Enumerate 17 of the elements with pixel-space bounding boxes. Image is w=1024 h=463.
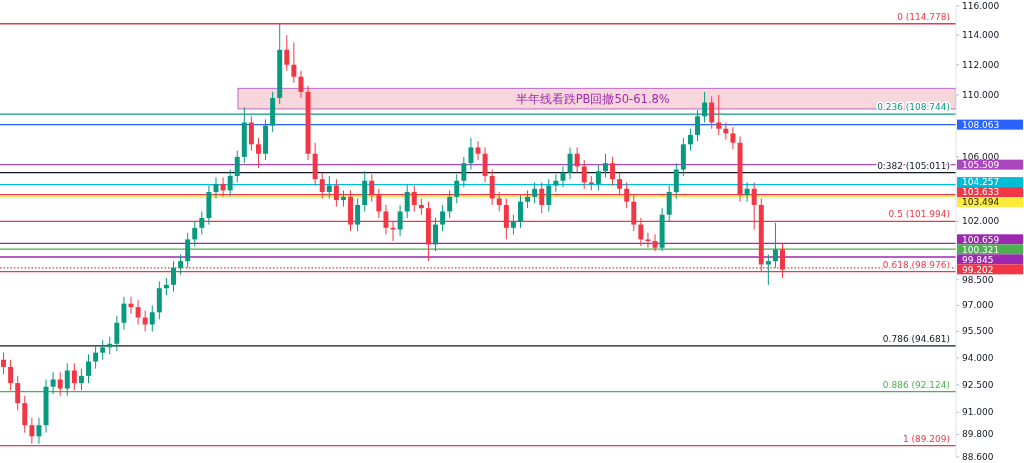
annotation: 0 (114.778)	[897, 11, 950, 22]
ref-line-label: 99.202	[962, 264, 994, 275]
ref-line-label: 100.321	[962, 244, 1000, 255]
annotation: 0.236 (108.744)	[877, 102, 950, 113]
ref-line-label: 103.494	[962, 197, 1000, 208]
annotation: 0.618 (98.976)	[882, 259, 950, 270]
annotation: 0.5 (101.994)	[888, 209, 950, 220]
ref-line-label: 99.845	[962, 254, 994, 265]
annotation: 1 (89.209)	[902, 433, 950, 444]
ref-line-label: 108.063	[962, 119, 1000, 130]
annotation: 0.786 (94.681)	[882, 333, 950, 344]
band-label: 半年线看跌PB回撤50-61.8%	[515, 91, 670, 106]
ref-line-label: 105.509	[962, 159, 1000, 170]
ref-line-label: 100.659	[962, 234, 1000, 245]
annotation: 0.886 (92.124)	[882, 379, 950, 390]
ref-line-label: 104.257	[962, 177, 1000, 188]
ref-line-label: 103.633	[962, 187, 1000, 198]
